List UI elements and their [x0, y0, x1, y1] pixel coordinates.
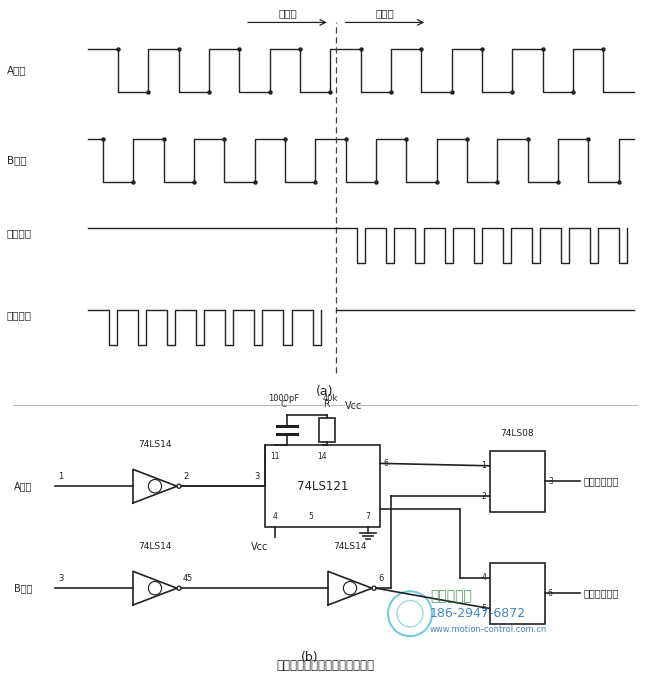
Text: 11: 11 [270, 452, 280, 460]
Text: 逆向脉冲输出: 逆向脉冲输出 [584, 588, 619, 598]
Text: 1: 1 [58, 472, 63, 481]
Text: 4: 4 [272, 512, 278, 521]
Text: 西安德伍拓: 西安德伍拓 [430, 590, 472, 603]
Bar [490, 451, 545, 512]
Text: 逆方向: 逆方向 [278, 8, 297, 18]
Text: 5: 5 [186, 574, 191, 583]
Text: 40k: 40k [322, 394, 338, 403]
Text: 3: 3 [58, 574, 64, 583]
Text: (b): (b) [301, 651, 318, 664]
Text: 正方向: 正方向 [376, 8, 395, 18]
Text: 186-2947-6872: 186-2947-6872 [430, 607, 526, 620]
Text: 4: 4 [183, 574, 188, 583]
Text: 7: 7 [365, 512, 370, 521]
Text: 74LS08: 74LS08 [500, 429, 534, 439]
Text: www.motion-control.com.cn: www.motion-control.com.cn [430, 624, 547, 634]
Text: A通道: A通道 [6, 65, 26, 75]
Text: 增量光电编码器基本波形和电路: 增量光电编码器基本波形和电路 [276, 659, 374, 672]
Text: 4: 4 [481, 573, 486, 583]
Text: 3: 3 [548, 477, 553, 486]
Text: 6: 6 [548, 589, 553, 598]
Text: 5: 5 [481, 604, 486, 613]
Text: Vcc: Vcc [345, 401, 363, 411]
Text: 逆向脉冲: 逆向脉冲 [6, 310, 31, 320]
Text: 74LS14: 74LS14 [333, 543, 367, 551]
Text: 1000pF: 1000pF [268, 394, 300, 403]
Text: 74LS14: 74LS14 [138, 543, 172, 551]
Text: 正向脉冲: 正向脉冲 [6, 228, 31, 238]
Text: (a): (a) [317, 385, 333, 398]
Bar [319, 418, 335, 443]
Text: 3: 3 [255, 472, 260, 481]
Text: 6: 6 [378, 574, 383, 583]
Text: 74LS14: 74LS14 [138, 441, 172, 449]
Text: 74LS121: 74LS121 [297, 479, 348, 493]
Text: 14: 14 [318, 452, 328, 460]
Text: C: C [281, 400, 287, 409]
Text: 正向脉冲输出: 正向脉冲输出 [584, 476, 619, 486]
Text: B通道: B通道 [6, 155, 26, 165]
Text: 6: 6 [384, 459, 389, 468]
Text: B通道: B通道 [14, 583, 32, 593]
Text: R: R [323, 400, 329, 409]
Text: 2: 2 [481, 492, 486, 501]
Text: 2: 2 [183, 472, 188, 481]
Bar [265, 445, 380, 527]
Text: 5: 5 [309, 512, 313, 521]
Bar [490, 563, 545, 624]
Text: 1: 1 [481, 461, 486, 471]
Text: A通道: A通道 [14, 481, 32, 491]
Text: Vcc: Vcc [252, 543, 268, 552]
